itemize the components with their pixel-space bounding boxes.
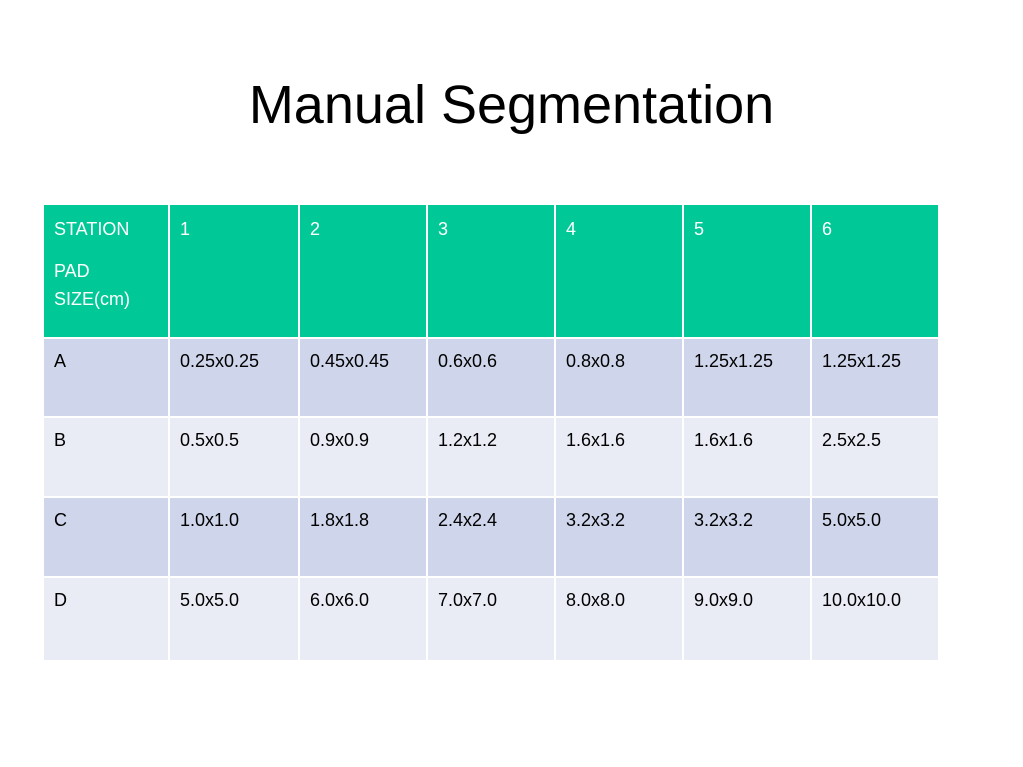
table-cell: 1.6x1.6 xyxy=(554,416,684,498)
table-cell: 0.8x0.8 xyxy=(554,337,684,418)
column-header: 5 xyxy=(682,203,812,339)
table-cell: 1.8x1.8 xyxy=(298,496,428,578)
row-label: B xyxy=(42,416,170,498)
column-header: 4 xyxy=(554,203,684,339)
table-row: B 0.5x0.5 0.9x0.9 1.2x1.2 1.6x1.6 1.6x1.… xyxy=(42,416,940,498)
header-station-label: STATION xyxy=(54,219,130,239)
table-header-row: STATION PAD SIZE(cm) 1 2 3 4 5 6 xyxy=(42,203,940,339)
table-cell: 7.0x7.0 xyxy=(426,576,556,662)
table-cell: 2.4x2.4 xyxy=(426,496,556,578)
column-header: 1 xyxy=(168,203,300,339)
pad-size-table: STATION PAD SIZE(cm) 1 2 3 4 5 6 A 0.25x… xyxy=(42,203,940,662)
table-cell: 5.0x5.0 xyxy=(168,576,300,662)
table-cell: 1.2x1.2 xyxy=(426,416,556,498)
table-cell: 0.5x0.5 xyxy=(168,416,300,498)
table-cell: 0.6x0.6 xyxy=(426,337,556,418)
row-label: C xyxy=(42,496,170,578)
table-cell: 1.25x1.25 xyxy=(810,337,940,418)
table-cell: 1.6x1.6 xyxy=(682,416,812,498)
table-cell: 3.2x3.2 xyxy=(554,496,684,578)
table-row: A 0.25x0.25 0.45x0.45 0.6x0.6 0.8x0.8 1.… xyxy=(42,337,940,418)
page-title: Manual Segmentation xyxy=(248,75,775,135)
table-cell: 1.0x1.0 xyxy=(168,496,300,578)
table-cell: 3.2x3.2 xyxy=(682,496,812,578)
table-cell: 10.0x10.0 xyxy=(810,576,940,662)
header-corner-cell: STATION PAD SIZE(cm) xyxy=(42,203,170,339)
column-header: 3 xyxy=(426,203,556,339)
table-cell: 8.0x8.0 xyxy=(554,576,684,662)
table-row: C 1.0x1.0 1.8x1.8 2.4x2.4 3.2x3.2 3.2x3.… xyxy=(42,496,940,578)
table-cell: 1.25x1.25 xyxy=(682,337,812,418)
table-cell: 0.9x0.9 xyxy=(298,416,428,498)
table-cell: 0.45x0.45 xyxy=(298,337,428,418)
table-cell: 2.5x2.5 xyxy=(810,416,940,498)
table-cell: 5.0x5.0 xyxy=(810,496,940,578)
table-cell: 0.25x0.25 xyxy=(168,337,300,418)
row-label: D xyxy=(42,576,170,662)
table-row: D 5.0x5.0 6.0x6.0 7.0x7.0 8.0x8.0 9.0x9.… xyxy=(42,576,940,662)
header-pad-size-label: PAD SIZE(cm) xyxy=(54,261,130,309)
table-cell: 9.0x9.0 xyxy=(682,576,812,662)
row-label: A xyxy=(42,337,170,418)
column-header: 6 xyxy=(810,203,940,339)
column-header: 2 xyxy=(298,203,428,339)
table-cell: 6.0x6.0 xyxy=(298,576,428,662)
